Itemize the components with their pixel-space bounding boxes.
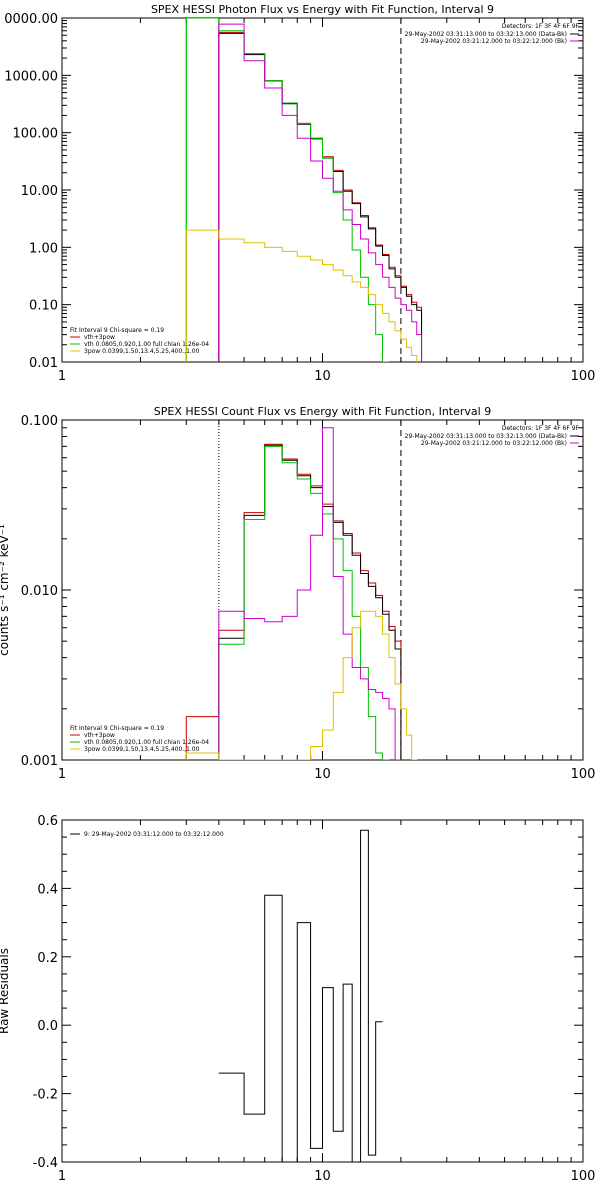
series-1-histogram	[218, 444, 402, 760]
series-3-histogram	[218, 427, 402, 760]
x-tick-label: 100	[571, 1169, 596, 1184]
y-tick-label: 1000.00	[4, 69, 58, 84]
fit-legend-entry: 3pow 0.0399,1.50,13.4,5.25,400.,1.00	[84, 348, 200, 355]
series-1-histogram	[218, 32, 423, 362]
y-tick-label: 0.001	[21, 754, 58, 769]
y-tick-label: 0.010	[21, 584, 58, 599]
y-tick-label: -0.4	[33, 1156, 58, 1171]
series-4-histogram	[185, 610, 418, 760]
x-tick-label: 10	[314, 369, 331, 384]
photon-flux-panel: SPEX HESSI Photon Flux vs Energy with Fi…	[4, 3, 595, 384]
y-tick-label: 10.00	[21, 184, 58, 199]
fit-legend-title: Fit Interval 9 Chi-square = 0.19	[70, 327, 164, 334]
legend-entry: 29-May-2002 03:21:12.000 to 03:22:12.000…	[421, 440, 567, 447]
y-tick-label: -0.2	[33, 1088, 58, 1103]
x-tick-label: 100	[571, 369, 596, 384]
series-0-histogram	[218, 829, 383, 1162]
x-tick-label: 1	[58, 1169, 66, 1184]
series-4-histogram	[185, 229, 418, 362]
y-tick-label: 100.00	[13, 127, 59, 142]
legend-entry: 29-May-2002 03:31:13.000 to 03:32:13.000…	[405, 31, 567, 38]
plot-frame	[61, 17, 584, 363]
fit-legend-entry: vth+3pow	[84, 334, 115, 341]
x-tick-label: 1	[58, 767, 66, 782]
count-flux-panel: SPEX HESSI Count Flux vs Energy with Fit…	[0, 405, 595, 782]
series-3-histogram	[218, 23, 423, 362]
series-0-histogram	[218, 31, 423, 362]
y-tick-label: 0.6	[37, 814, 58, 829]
y-tick-label: 0.100	[21, 414, 58, 429]
y-tick-label: 0.01	[29, 356, 58, 371]
fit-legend-entry: vth 0.0805,0.920,1.00 full chian 1.26e-0…	[84, 739, 209, 746]
legend-entry: 29-May-2002 03:31:13.000 to 03:32:13.000…	[405, 433, 567, 440]
y-axis-label: counts s⁻¹ cm⁻² keV⁻¹	[0, 524, 11, 656]
x-tick-label: 100	[571, 767, 596, 782]
plot-area	[185, 420, 418, 760]
legend-header: Detectors: 1F 3F 4F 6F 9F	[502, 425, 580, 432]
fit-legend-entry: vth+3pow	[84, 732, 115, 739]
series-2-histogram	[218, 445, 390, 760]
chart-title: SPEX HESSI Photon Flux vs Energy with Fi…	[151, 3, 494, 16]
series-0-histogram	[185, 443, 402, 760]
legend-header: Detectors: 1F 3F 4F 6F 9F	[502, 23, 580, 30]
fit-legend-title: Fit Interval 9 Chi-square = 0.19	[70, 725, 164, 732]
plot-area	[185, 18, 423, 362]
y-tick-label: 0.2	[37, 951, 58, 966]
x-tick-label: 1	[58, 369, 66, 384]
y-axis-label: Raw Residuals	[0, 948, 11, 1034]
x-tick-label: 10	[314, 767, 331, 782]
chart-title: SPEX HESSI Count Flux vs Energy with Fit…	[154, 405, 491, 418]
legend-entry: 29-May-2002 03:21:12.000 to 03:22:12.000…	[421, 38, 567, 45]
x-tick-label: 10	[314, 1169, 331, 1184]
y-tick-label: 0.0	[37, 1019, 58, 1034]
series-2-histogram	[185, 18, 390, 362]
legend-entry: 9: 29-May-2002 03:31:12.000 to 03:32:12.…	[84, 831, 224, 838]
fit-legend-entry: 3pow 0.0399,1.50,13.4,5.25,400.,1.00	[84, 746, 200, 753]
y-tick-label: 0.10	[29, 299, 58, 314]
fit-legend-entry: vth 0.0805,0.920,1.00 full chian 1.26e-0…	[84, 341, 209, 348]
plot-area	[218, 829, 383, 1162]
y-tick-label: 0.4	[37, 882, 58, 897]
residuals-panel: Raw Residuals 1 10 100 0.6 0.4 0.2 0.0 -0.2 -0.4 9…	[0, 814, 595, 1184]
y-tick-label: 0000.00	[4, 12, 58, 27]
y-tick-label: 1.00	[29, 241, 58, 256]
